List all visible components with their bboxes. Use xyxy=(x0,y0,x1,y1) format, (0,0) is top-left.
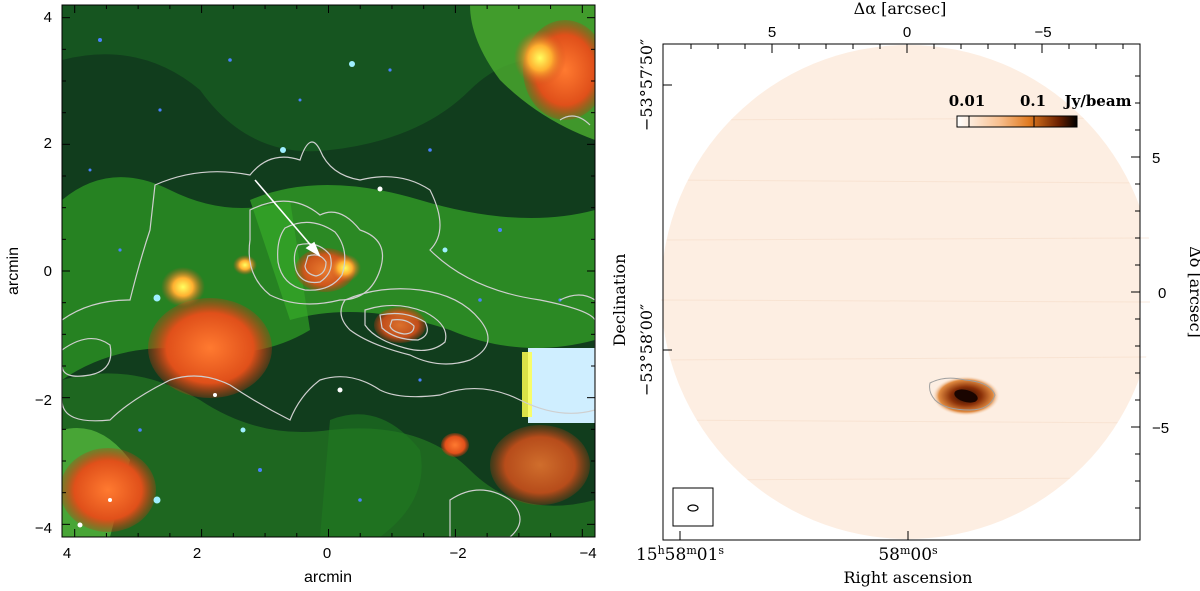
left-image-panel: 4 2 0 −2 −4 4 2 0 −2 −4 arcmin arcmin xyxy=(5,4,597,586)
left-y-axis-label: arcmin xyxy=(5,247,22,295)
left-x-tick-1: 2 xyxy=(193,545,201,562)
colorbar-tick-0: 0.01 xyxy=(949,92,986,110)
ra-tick-1: 58m00s xyxy=(878,544,938,565)
right-right-tick-1: 0 xyxy=(1158,285,1166,302)
ra-tick-0: 15h58m01s xyxy=(636,544,724,565)
right-x-axis-label: Right ascension xyxy=(844,568,973,587)
right-top-tick-0: 5 xyxy=(768,24,776,41)
left-y-tick-3: −2 xyxy=(35,392,52,409)
beam-indicator xyxy=(672,487,714,527)
left-x-tick-4: −4 xyxy=(579,545,596,562)
left-x-axis-label: arcmin xyxy=(304,569,352,586)
left-y-tick-4: −4 xyxy=(35,520,52,537)
right-right-tick-2: −5 xyxy=(1152,420,1169,437)
right-right-axis-label: Δδ [arcsec] xyxy=(1186,246,1200,338)
dec-tick-0: −53°57′50″ xyxy=(637,39,656,131)
left-y-tick-0: 4 xyxy=(44,9,52,26)
right-image-panel: 0.01 0.1 Jy/beam 5 0 −5 5 0 −5 Δα [arcse… xyxy=(610,0,1200,587)
dec-tick-1: −53°58′00″ xyxy=(637,304,656,396)
right-top-axis-label: Δα [arcsec] xyxy=(854,0,947,18)
colorbar: 0.01 0.1 Jy/beam xyxy=(949,92,1132,128)
left-x-tick-2: 0 xyxy=(323,545,331,562)
colorbar-unit: Jy/beam xyxy=(1063,92,1132,110)
right-top-tick-2: −5 xyxy=(1034,24,1051,41)
right-top-tick-1: 0 xyxy=(903,24,911,41)
right-right-tick-0: 5 xyxy=(1152,150,1160,167)
right-y-axis-label: Declination xyxy=(610,254,629,347)
left-x-tick-0: 4 xyxy=(63,545,71,562)
left-y-tick-2: 0 xyxy=(44,263,52,280)
left-x-tick-3: −2 xyxy=(449,545,466,562)
left-y-tick-1: 2 xyxy=(44,135,52,152)
colorbar-tick-1: 0.1 xyxy=(1020,92,1046,110)
